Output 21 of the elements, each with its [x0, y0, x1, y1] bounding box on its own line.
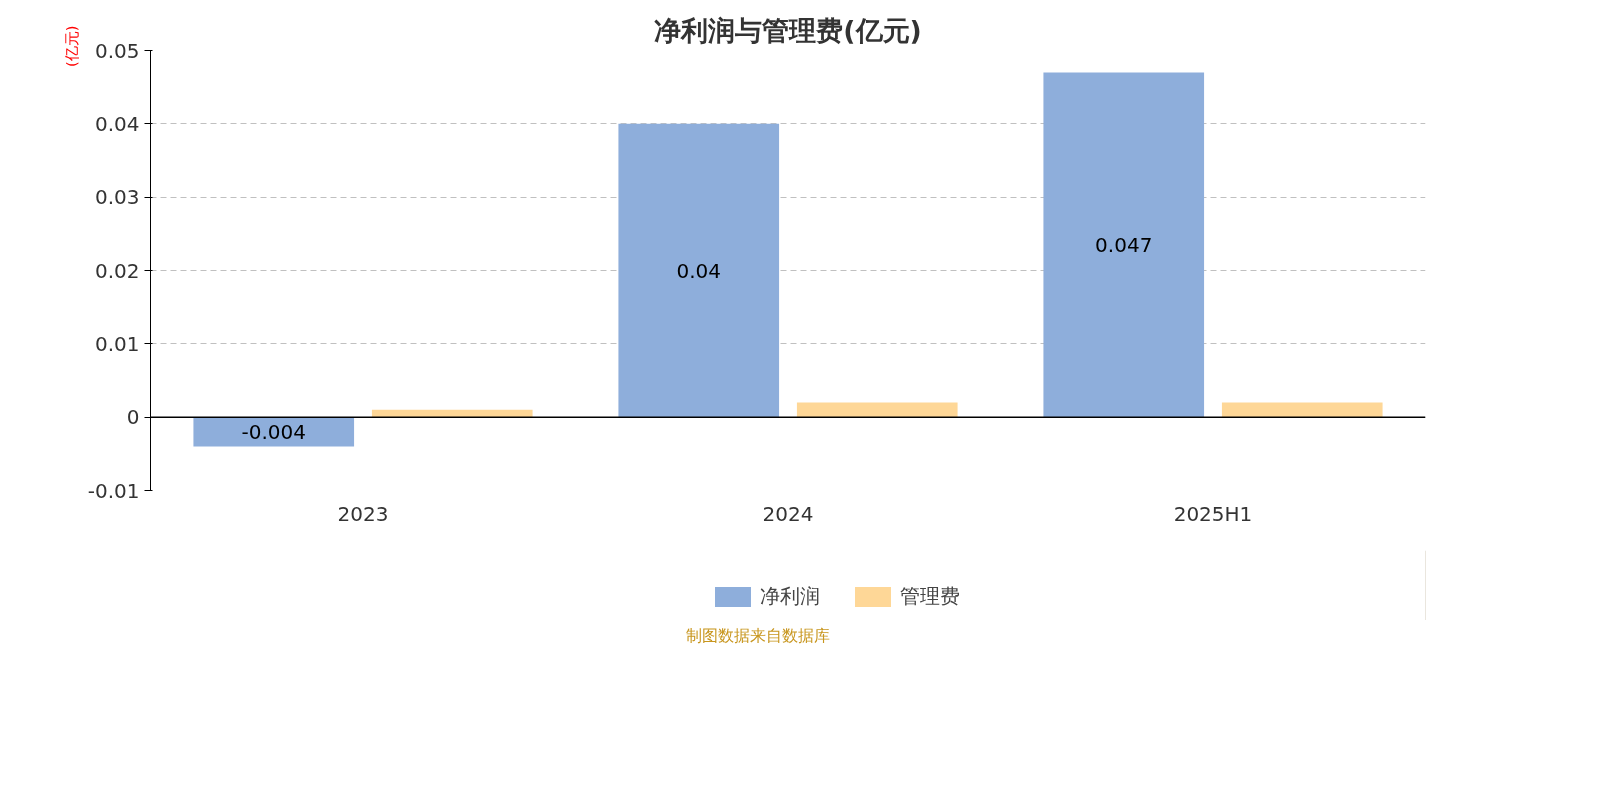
x-tick-label: 2025H1 [1173, 501, 1253, 526]
x-tick-label: 2023 [337, 501, 389, 526]
text: 制图数据来自数据库 [685, 625, 830, 647]
y-tick-label: 0.03 [94, 185, 140, 210]
y-tick-label: 0.01 [94, 331, 140, 356]
legend-label: 管理费 [900, 583, 960, 610]
data-label: 0.047 [1095, 232, 1153, 257]
chart-title: 净利润与管理费(亿元) [654, 14, 922, 46]
y-tick-label: 0.02 [94, 258, 140, 283]
y-tick-label: 0.04 [94, 111, 140, 136]
data-label: -0.004 [241, 419, 306, 444]
y-axis-title: (亿元) [62, 25, 80, 67]
bar [193, 417, 355, 447]
x-tick-label: 2024 [762, 501, 814, 526]
bar [1043, 72, 1205, 418]
y-tick-label: -0.01 [87, 478, 140, 503]
y-tick-label: 0 [126, 405, 140, 430]
y-tick-label: 0.05 [94, 38, 140, 63]
bar [618, 123, 780, 418]
legend-label: 净利润 [760, 583, 820, 610]
data-label: 0.04 [676, 258, 722, 283]
